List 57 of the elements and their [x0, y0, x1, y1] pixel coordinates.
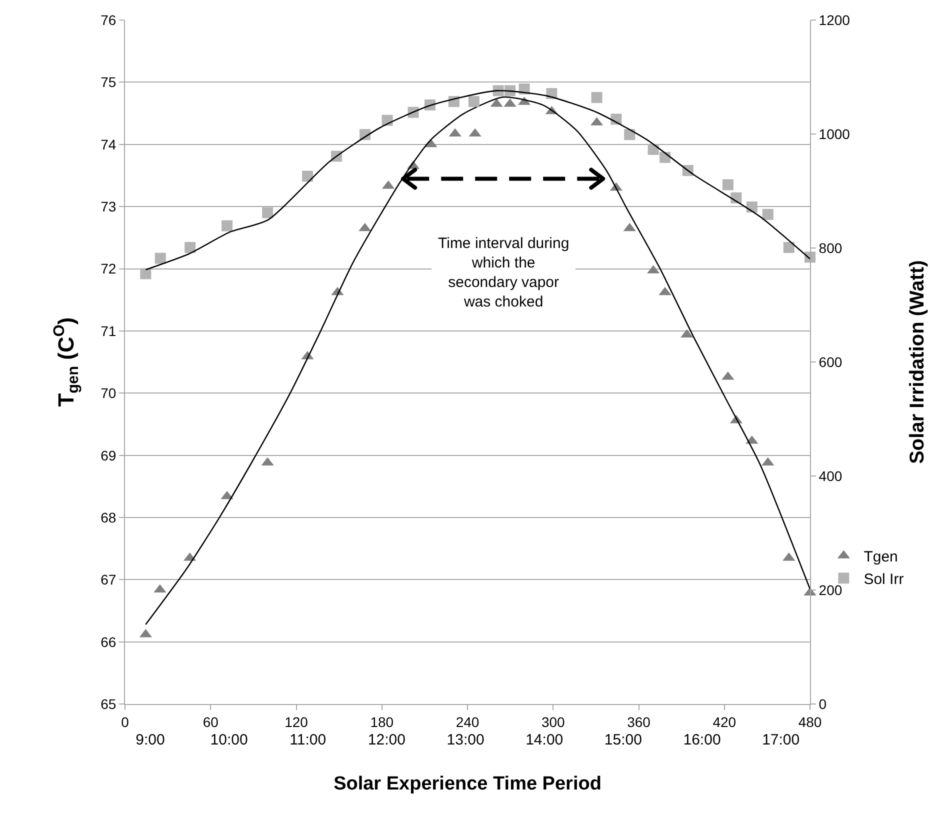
y2-tick-label: 600 [818, 354, 842, 370]
y-tick-label: 67 [100, 572, 116, 588]
y2-tick-label: 200 [818, 582, 842, 598]
point [222, 220, 233, 232]
x2-tick-label: 14:00 [526, 732, 564, 749]
y-tick-label: 75 [100, 74, 116, 90]
x2-tick-label: 16:00 [683, 732, 721, 749]
point [783, 242, 794, 253]
y-tick-label: 76 [100, 12, 116, 28]
point [722, 179, 734, 190]
point [184, 242, 196, 253]
point [648, 144, 659, 155]
x-tick-label: 420 [712, 714, 736, 730]
legend-label: Sol Irr [864, 571, 904, 588]
point [302, 170, 314, 182]
point [591, 92, 602, 104]
x-tick-label: 120 [284, 714, 308, 730]
point [762, 208, 774, 220]
point [140, 268, 152, 280]
x2-tick-label: 9:00 [136, 732, 165, 749]
y2-tick-label: 1000 [818, 126, 850, 142]
y-tick-label: 69 [100, 447, 116, 464]
y-tick-label: 73 [100, 198, 116, 214]
y-tick-label: 72 [100, 260, 116, 277]
y-tick-label: 74 [100, 136, 116, 152]
x-tick-label: 180 [370, 714, 394, 730]
x2-tick-label: 13:00 [446, 732, 484, 749]
point [660, 152, 671, 163]
y-tick-label: 65 [100, 696, 116, 712]
x2-tick-label: 15:00 [604, 732, 642, 749]
legend-label: Tgen [864, 548, 898, 566]
point [468, 96, 480, 108]
x-tick-label: 240 [456, 714, 480, 730]
x-tick-label: 0 [121, 714, 130, 730]
x2-tick-label: 10:00 [210, 732, 248, 749]
point [262, 207, 274, 218]
x-tick-label: 480 [798, 714, 822, 730]
y2-tick-label: 1200 [818, 12, 850, 28]
x-axis-title: Solar Experience Time Period [334, 773, 602, 794]
x2-tick-label: 11:00 [290, 732, 326, 749]
annotation: Time interval during which the secondary vapor was choked [438, 235, 570, 310]
y2-tick-label: 800 [818, 240, 842, 256]
x2-tick-label: 12:00 [368, 732, 406, 749]
y2-tick-label: 400 [818, 468, 842, 484]
y-tick-label: 66 [100, 634, 116, 650]
x2-tick-label: 17:00 [762, 732, 800, 749]
x-tick-label: 60 [202, 714, 219, 730]
y-tick-label: 70 [100, 385, 116, 402]
point [624, 129, 636, 140]
point [746, 201, 758, 212]
point [154, 252, 166, 264]
x-tick-label: 360 [627, 714, 651, 730]
y2-axis-title: Solar Irridation (Watt) [906, 260, 929, 464]
y2-tick-label: 0 [818, 696, 827, 712]
x-tick-label: 300 [541, 714, 566, 730]
y-tick-label: 68 [100, 509, 116, 526]
y-tick-label: 71 [100, 322, 116, 339]
